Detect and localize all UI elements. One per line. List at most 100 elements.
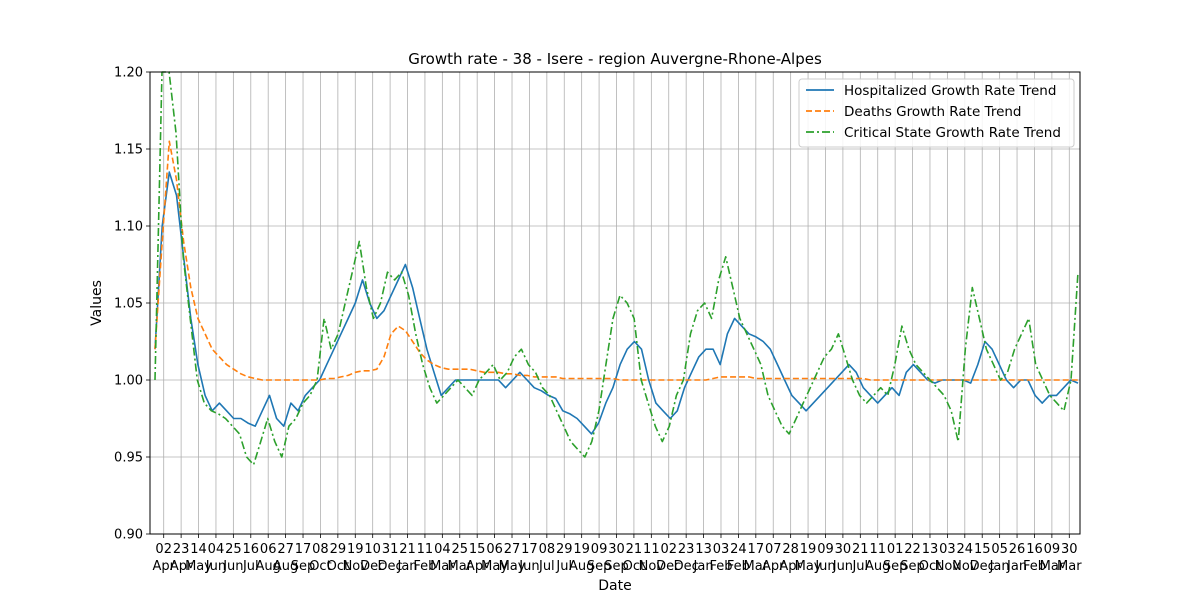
x-tick-month: Jul <box>242 559 259 574</box>
x-tick-day: 19 <box>800 542 817 557</box>
x-tick-day: 16 <box>243 542 260 557</box>
x-tick-month: Oct <box>309 559 331 574</box>
x-tick-month: May <box>795 559 822 574</box>
x-tick-month: Jan <box>989 559 1010 574</box>
x-tick-month: Mar <box>447 559 472 574</box>
x-tick-day: 07 <box>765 542 782 557</box>
x-tick-day: 04 <box>208 542 225 557</box>
x-tick-day: 15 <box>469 542 486 557</box>
x-tick-day: 08 <box>539 542 556 557</box>
x-tick-month: Aug <box>865 559 890 574</box>
x-tick-day: 24 <box>730 542 747 557</box>
x-tick-month: Jun <box>205 559 226 574</box>
x-tick-day: 05 <box>991 542 1008 557</box>
x-tick-month: Sep <box>604 559 629 574</box>
x-tick-day: 21 <box>399 542 416 557</box>
legend-label-hospitalized: Hospitalized Growth Rate Trend <box>844 83 1056 99</box>
chart-title: Growth rate - 38 - Isere - region Auverg… <box>408 50 822 68</box>
legend: Hospitalized Growth Rate Trend Deaths Gr… <box>798 78 1075 148</box>
x-tick-month: Jan <box>1006 559 1027 574</box>
x-tick-day: 25 <box>225 542 242 557</box>
x-tick-month: Oct <box>327 559 349 574</box>
x-tick-day: 13 <box>695 542 712 557</box>
x-tick-day: 26 <box>1009 542 1026 557</box>
x-tick-day: 17 <box>748 542 765 557</box>
x-tick-month: Aug <box>273 559 298 574</box>
x-tick-month: Dec <box>674 559 699 574</box>
x-tick-day: 24 <box>957 542 974 557</box>
x-tick-month: Jan <box>693 559 714 574</box>
x-tick-month: Oct <box>623 559 645 574</box>
x-tick-month: Jun <box>814 559 835 574</box>
series-hospitalized <box>154 171 1079 435</box>
y-tick-label: 1.15 <box>114 143 143 158</box>
x-tick-day: 31 <box>382 542 399 557</box>
x-tick-day: 22 <box>904 542 921 557</box>
y-tick-label: 1.05 <box>114 297 143 312</box>
x-tick-day: 25 <box>451 542 468 557</box>
x-tick-month: Sep <box>900 559 925 574</box>
x-tick-month: Dec <box>360 559 385 574</box>
x-tick-day: 03 <box>939 542 956 557</box>
x-tick-day: 03 <box>713 542 730 557</box>
x-tick-month: Jul <box>555 559 572 574</box>
x-ticks: 02Apr23Apr14May04Jun25Jun16Jul06Aug27Aug… <box>152 534 1082 574</box>
x-tick-month: Apr <box>762 559 785 574</box>
x-tick-day: 09 <box>1044 542 1061 557</box>
x-tick-day: 10 <box>364 542 381 557</box>
series-lines <box>154 71 1079 466</box>
x-tick-month: Feb <box>413 559 436 574</box>
x-tick-day: 30 <box>608 542 625 557</box>
x-tick-day: 17 <box>295 542 312 557</box>
x-tick-day: 27 <box>277 542 294 557</box>
x-tick-month: Feb <box>727 559 750 574</box>
x-tick-month: Nov <box>952 559 978 574</box>
x-tick-day: 30 <box>1061 542 1078 557</box>
x-tick-month: Apr <box>779 559 802 574</box>
x-tick-month: Jun <box>222 559 243 574</box>
x-tick-month: Apr <box>170 559 193 574</box>
x-tick-day: 11 <box>869 542 886 557</box>
x-tick-day: 29 <box>556 542 573 557</box>
x-tick-month: Mar <box>430 559 455 574</box>
y-tick-label: 0.95 <box>114 451 143 466</box>
x-tick-month: Sep <box>291 559 316 574</box>
x-tick-month: Mar <box>1040 559 1065 574</box>
x-tick-month: Sep <box>587 559 612 574</box>
y-ticks: 0.90 0.95 1.00 1.05 1.10 1.15 1.20 <box>114 66 150 543</box>
x-tick-month: Nov <box>639 559 665 574</box>
x-tick-day: 17 <box>521 542 538 557</box>
x-tick-day: 01 <box>887 542 904 557</box>
x-tick-day: 09 <box>591 542 608 557</box>
x-tick-month: Dec <box>970 559 995 574</box>
x-tick-day: 08 <box>312 542 329 557</box>
y-axis-label: Values <box>89 280 105 326</box>
x-tick-month: May <box>481 559 508 574</box>
x-tick-day: 29 <box>330 542 347 557</box>
x-tick-day: 23 <box>173 542 190 557</box>
x-tick-day: 13 <box>922 542 939 557</box>
x-tick-day: 06 <box>260 542 277 557</box>
x-tick-month: Mar <box>1057 559 1082 574</box>
legend-label-critical: Critical State Growth Rate Trend <box>844 125 1061 141</box>
x-tick-day: 14 <box>190 542 207 557</box>
x-tick-day: 19 <box>347 542 364 557</box>
x-tick-month: Feb <box>709 559 732 574</box>
y-tick-label: 0.90 <box>114 528 143 543</box>
legend-frame <box>798 78 1075 148</box>
x-tick-month: Dec <box>656 559 681 574</box>
x-tick-day: 02 <box>660 542 677 557</box>
x-tick-month: Aug <box>569 559 594 574</box>
x-tick-month: Oct <box>919 559 941 574</box>
x-tick-month: Dec <box>378 559 403 574</box>
y-tick-label: 1.10 <box>114 220 143 235</box>
x-tick-day: 21 <box>852 542 869 557</box>
series-critical <box>154 71 1079 466</box>
x-tick-month: Nov <box>343 559 369 574</box>
y-tick-label: 1.00 <box>114 374 143 389</box>
x-tick-day: 15 <box>974 542 991 557</box>
x-axis-label: Date <box>598 578 631 594</box>
x-tick-month: Jun <box>832 559 853 574</box>
x-tick-day: 27 <box>504 542 521 557</box>
